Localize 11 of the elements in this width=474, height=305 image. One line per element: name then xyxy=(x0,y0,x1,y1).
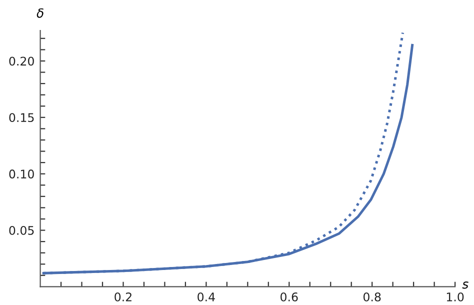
y-tick-label: 0.20 xyxy=(9,56,34,66)
x-tick-label: 0.2 xyxy=(114,292,132,302)
x-tick-label: 1.0 xyxy=(446,292,464,302)
y-tick-label: 0.10 xyxy=(9,170,34,178)
y-tick-label: 0.15 xyxy=(9,113,34,122)
y-axis-title: δ xyxy=(36,8,44,18)
y-tick-label: 0.05 xyxy=(9,226,34,235)
x-tick-label: 0.8 xyxy=(363,292,381,302)
x-tick-label: 0.4 xyxy=(198,292,215,302)
x-tick-label: 0.6 xyxy=(280,292,298,302)
x-axis-title: s xyxy=(462,282,468,289)
